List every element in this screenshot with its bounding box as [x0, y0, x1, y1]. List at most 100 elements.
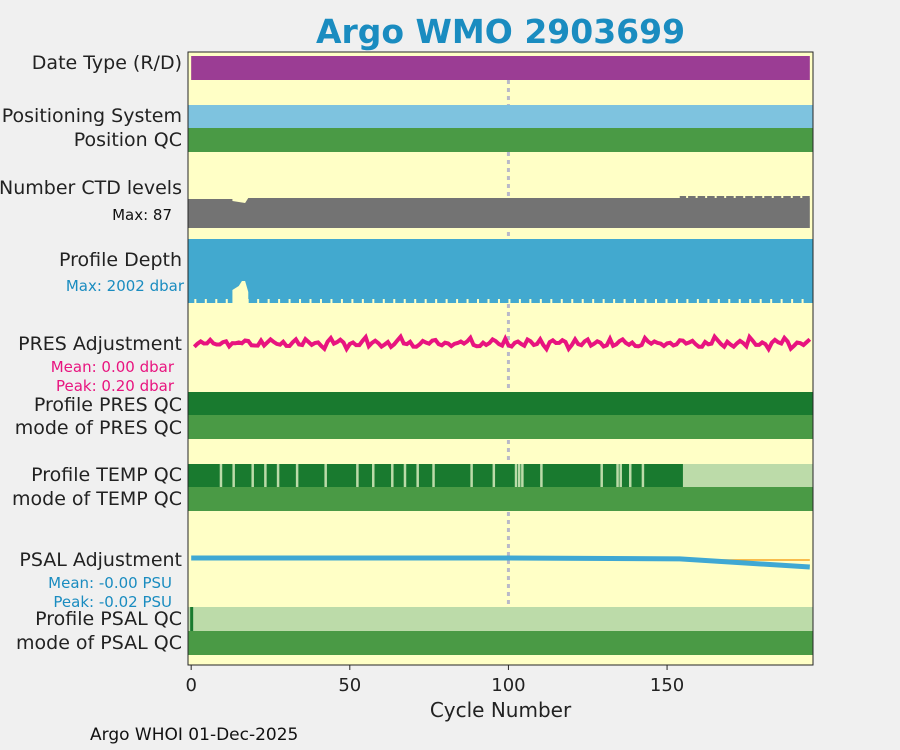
temp-qc-light-cycle: [251, 464, 254, 487]
track-label-mode-psal-qc: mode of PSAL QC: [16, 632, 182, 654]
ctd-levels-gap: [695, 196, 698, 198]
temp-qc-light-cycle: [517, 464, 521, 487]
profile-depth-gap: [780, 299, 783, 303]
profile-depth-gap: [435, 299, 438, 303]
profile-depth-gap: [738, 299, 741, 303]
profile-depth-gap: [613, 299, 616, 303]
track-label-profile-psal-qc: Profile PSAL QC: [35, 608, 182, 630]
ctd-levels-gap: [714, 196, 717, 198]
profile-depth-gap: [236, 299, 239, 303]
temp-qc-light-cycle: [264, 464, 267, 487]
ctd-levels-max: Max: 87: [112, 206, 172, 224]
temp-qc-light-cycle: [295, 464, 299, 487]
profile-depth-gap: [675, 299, 678, 303]
profile-depth-gap: [801, 299, 804, 303]
bar-profile-pres-qc: [188, 392, 813, 415]
temp-qc-light-cycle: [616, 464, 619, 487]
temp-qc-light-cycle: [521, 464, 524, 487]
ctd-levels-gap: [752, 196, 755, 198]
track-label-mode-pres-qc: mode of PRES QC: [14, 417, 182, 439]
temp-qc-light-cycle: [492, 464, 496, 487]
profile-depth-max: Max: 2002 dbar: [65, 277, 184, 295]
x-tick-label: 100: [491, 675, 526, 696]
profile-depth-gap: [382, 299, 385, 303]
temp-qc-light-cycle: [600, 464, 603, 487]
ctd-levels-gap: [790, 196, 793, 198]
profile-depth-gap: [497, 299, 500, 303]
track-label-ctd-levels: Number CTD levels: [0, 177, 182, 199]
chart-marks: [188, 56, 813, 655]
bar-profile-temp-qc-light: [682, 464, 813, 487]
bar-position-qc: [188, 128, 813, 152]
x-tick-label: 0: [185, 675, 197, 696]
bar-positioning-system: [188, 105, 813, 128]
profile-depth-gap: [529, 299, 532, 303]
profile-depth-notch: [232, 281, 249, 303]
temp-qc-light-cycle: [356, 464, 359, 487]
temp-qc-light-cycle: [276, 464, 280, 487]
temp-qc-light-cycle: [470, 464, 473, 487]
bar-mode-pres-qc: [188, 415, 813, 439]
temp-qc-light-cycle: [324, 464, 327, 487]
profile-depth-gap: [602, 299, 605, 303]
profile-depth-gap: [560, 299, 563, 303]
ctd-levels-gap: [686, 196, 689, 198]
x-axis-ticks: [190, 665, 668, 670]
plot-frame: [187, 51, 814, 666]
profile-depth-gap: [194, 299, 197, 303]
temp-qc-light-cycle: [619, 464, 622, 487]
ctd-levels-gap: [781, 196, 784, 198]
temp-qc-light-cycle: [540, 464, 543, 487]
profile-depth-gap: [655, 299, 658, 303]
profile-depth-gap: [246, 299, 249, 303]
profile-depth-gap: [696, 299, 699, 303]
profile-depth-gap: [686, 299, 689, 303]
bar-date-type: [191, 56, 810, 80]
profile-depth-gap: [581, 299, 584, 303]
psal-adjustment-peak: Peak: -0.02 PSU: [53, 593, 172, 611]
profile-depth-gap: [288, 299, 291, 303]
line-psal-adjustment: [191, 555, 810, 570]
profile-depth-gap: [477, 299, 480, 303]
profile-depth-gap: [508, 299, 511, 303]
line-pres-adjustment: [192, 333, 812, 354]
temp-qc-light-cycle: [372, 464, 375, 487]
track-label-profile-pres-qc: Profile PRES QC: [33, 394, 182, 416]
profile-depth-gap: [319, 299, 322, 303]
x-axis-label: Cycle Number: [429, 698, 572, 722]
profile-depth-gap: [634, 299, 637, 303]
ctd-levels-gap: [705, 196, 708, 198]
profile-depth-gap: [623, 299, 626, 303]
profile-depth-gap: [330, 299, 333, 303]
x-tick-label: 150: [649, 675, 685, 696]
profile-depth-gap: [466, 299, 469, 303]
area-profile-depth: [188, 239, 813, 303]
temp-qc-light-cycle: [641, 464, 645, 487]
track-label-profile-depth: Profile Depth: [59, 249, 182, 271]
profile-depth-gap: [424, 299, 427, 303]
bar-profile-psal-qc: [188, 607, 813, 631]
ctd-levels-gap: [762, 196, 765, 198]
temp-qc-light-cycle: [432, 464, 435, 487]
profile-depth-gap: [361, 299, 364, 303]
profile-depth-gap: [372, 299, 375, 303]
profile-depth-gap: [403, 299, 406, 303]
x-tick-label: 50: [338, 675, 362, 696]
temp-qc-light-cycle: [391, 464, 394, 487]
ctd-levels-gap: [724, 196, 727, 198]
profile-depth-gap: [351, 299, 354, 303]
profile-depth-gap: [707, 299, 710, 303]
ctd-levels-gap: [771, 196, 774, 198]
pres-adjustment-peak: Peak: 0.20 dbar: [55, 377, 174, 395]
profile-depth-gap: [278, 299, 281, 303]
profile-depth-gap: [728, 299, 731, 303]
temp-qc-light-cycle: [416, 464, 419, 487]
profile-depth-gap: [225, 299, 228, 303]
profile-depth-gap: [550, 299, 553, 303]
profile-depth-gap: [456, 299, 459, 303]
psal-adjustment-mean: Mean: -0.00 PSU: [48, 574, 172, 592]
track-label-pres-adjustment: PRES Adjustment: [18, 333, 182, 355]
bar-mode-temp-qc: [188, 487, 813, 511]
psal-qc-dark-cycle: [190, 607, 194, 631]
